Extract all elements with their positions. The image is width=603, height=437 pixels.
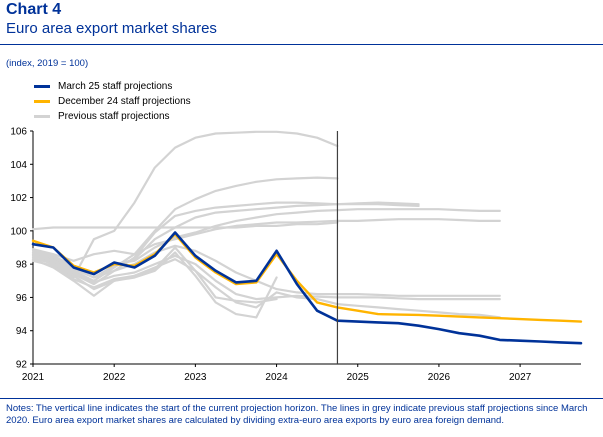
legend: March 25 staff projections December 24 s…: [34, 79, 191, 124]
x-tick-label: 2023: [184, 372, 207, 383]
legend-swatch-dec24: [34, 100, 50, 103]
chart-subtitle: Euro area export market shares: [6, 20, 217, 37]
y-tick-label: 100: [10, 226, 27, 237]
chart-notes: Notes: The vertical line indicates the s…: [6, 403, 588, 426]
legend-swatch-march25: [34, 85, 50, 88]
y-tick-label: 94: [16, 326, 28, 337]
x-tick-label: 2021: [22, 372, 45, 383]
chart-title: Chart 4: [6, 1, 62, 18]
series-line-march25: [31, 231, 583, 345]
x-tick-label: 2024: [265, 372, 288, 383]
top-divider: [0, 44, 603, 45]
legend-item-previous: Previous staff projections: [34, 109, 191, 124]
y-tick-label: 92: [16, 360, 28, 371]
legend-item-dec24: December 24 staff projections: [34, 94, 191, 109]
legend-label-dec24: December 24 staff projections: [58, 96, 191, 107]
y-tick-label: 98: [16, 260, 28, 271]
y-tick-label: 96: [16, 293, 28, 304]
x-tick-label: 2027: [509, 372, 532, 383]
y-tick-label: 102: [10, 193, 27, 204]
legend-label-previous: Previous staff projections: [58, 111, 170, 122]
series-line-previous: [31, 244, 501, 297]
y-tick-label: 106: [10, 127, 27, 138]
series-line-previous: [31, 176, 339, 282]
unit-note: (index, 2019 = 100): [6, 58, 89, 69]
bottom-divider: [0, 398, 603, 399]
x-tick-label: 2022: [103, 372, 126, 383]
legend-label-march25: March 25 staff projections: [58, 81, 173, 92]
legend-item-march25: March 25 staff projections: [34, 79, 191, 94]
series-line-previous: [31, 218, 501, 262]
series-line-previous: [31, 221, 339, 231]
x-tick-label: 2026: [428, 372, 451, 383]
y-tick-label: 104: [10, 160, 27, 171]
series-line-previous: [31, 246, 278, 304]
series-line-previous: [31, 251, 278, 319]
legend-swatch-previous: [34, 115, 50, 118]
x-tick-label: 2025: [347, 372, 370, 383]
